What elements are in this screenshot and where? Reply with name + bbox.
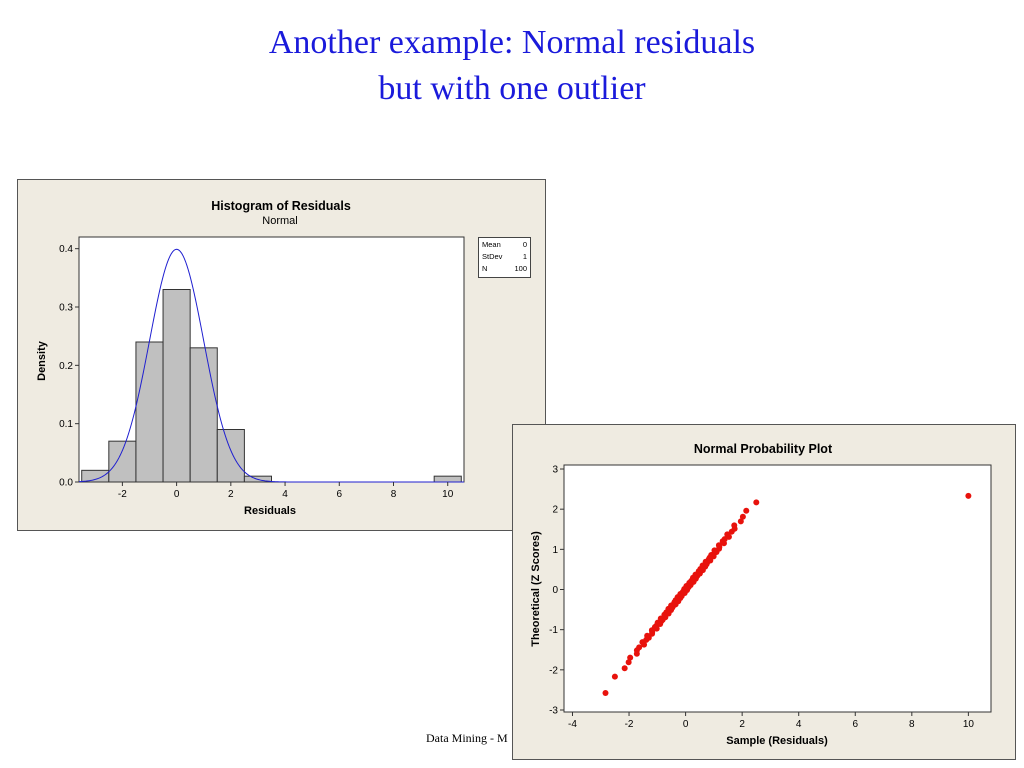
probability-point (627, 654, 634, 661)
probability-point (711, 547, 718, 554)
probability-point (625, 659, 632, 666)
probability-plot-panel: -4 -2 0 2 4 6 8 10 -3 -2 -1 0 1 2 3 Normal Probability … (512, 424, 1016, 760)
stats-value-n: 100 (514, 264, 527, 273)
probability-plot-chart: -4 -2 0 2 4 6 8 10 -3 -2 -1 0 1 2 3 Normal Probability … (530, 442, 992, 747)
probability-x-tick-label: 4 (796, 719, 802, 730)
histogram-y-axis-label: Density (36, 340, 48, 381)
probability-y-tick-label: 2 (552, 505, 558, 516)
stats-row-mean: Mean 0 (482, 239, 527, 251)
histogram-y-tick-label: 0.3 (59, 303, 73, 314)
probability-point (731, 522, 738, 529)
histogram-x-tick-label: 6 (337, 489, 343, 500)
slide-title: Another example: Normal residuals but wi… (0, 20, 1024, 112)
stats-label-mean: Mean (482, 240, 501, 249)
probability-point (743, 507, 750, 514)
probability-x-tick-label: -2 (625, 719, 634, 730)
stats-row-stdev: StDev 1 (482, 251, 527, 263)
histogram-bar-5 (216, 429, 245, 483)
probability-x-tick-label: 6 (852, 719, 858, 730)
histogram-x-tick-label: 2 (228, 489, 234, 500)
stats-legend-box: Mean 0 StDev 1 N 100 (478, 237, 531, 278)
probability-x-axis-label: Sample (Residuals) (726, 735, 828, 747)
probability-x-tick-label: 10 (963, 719, 975, 730)
histogram-panel: -2 0 2 4 6 8 10 0.0 0.1 0.2 0.3 0.4 Histogram of Res… (17, 179, 546, 531)
probability-y-tick-label: -2 (549, 665, 558, 676)
probability-y-tick-label: 0 (552, 585, 558, 596)
stats-label-n: N (482, 264, 488, 273)
probability-x-tick-label: -4 (568, 719, 577, 730)
probability-point (737, 518, 744, 525)
histogram-x-tick-label: 8 (391, 489, 397, 500)
probability-x-tick-label: 2 (739, 719, 745, 730)
probability-point (724, 531, 731, 538)
probability-y-axis-label: Theoretical (Z Scores) (530, 531, 542, 647)
stats-value-stdev: 1 (522, 252, 527, 261)
histogram-bar-1 (108, 440, 137, 483)
probability-plot-title: Normal Probability Plot (694, 442, 833, 456)
histogram-chart: -2 0 2 4 6 8 10 0.0 0.1 0.2 0.3 0.4 Histogram of Res… (36, 199, 465, 517)
normal-fit-curve (78, 248, 464, 483)
histogram-title: Histogram of Residuals (211, 199, 351, 213)
probability-point (611, 673, 618, 680)
histogram-y-tick-label: 0.1 (59, 419, 73, 430)
probability-x-tick-label: 8 (909, 719, 915, 730)
histogram-bar-7 (433, 475, 462, 483)
histogram-bar-4 (189, 347, 218, 483)
histogram-bar-2 (135, 341, 164, 483)
probability-plot-area (563, 464, 992, 713)
probability-point (644, 632, 651, 639)
probability-x-tick-label: 0 (683, 719, 689, 730)
histogram-bar-0 (81, 469, 110, 483)
probability-y-tick-label: -3 (549, 705, 558, 716)
slide-footer: Data Mining - M (426, 731, 508, 745)
probability-point (602, 689, 609, 696)
probability-point (753, 499, 760, 506)
stats-label-stdev: StDev (482, 252, 503, 261)
slide-title-line-2: but with one outlier (378, 70, 646, 107)
probability-y-tick-label: 1 (552, 545, 558, 556)
histogram-y-tick-label: 0.4 (59, 244, 73, 255)
histogram-bar-3 (162, 289, 191, 483)
histogram-subtitle: Normal (262, 215, 297, 227)
histogram-y-tick-label: 0.0 (59, 478, 73, 489)
stats-row-n: N 100 (482, 263, 527, 275)
histogram-x-axis-label: Residuals (244, 505, 296, 517)
probability-y-tick-label: -1 (549, 625, 558, 636)
probability-point (739, 513, 746, 520)
histogram-x-tick-label: 10 (442, 489, 454, 500)
histogram-x-tick-label: 0 (174, 489, 180, 500)
slide-title-line-1: Another example: Normal residuals (268, 24, 756, 61)
probability-y-tick-label: 3 (552, 465, 558, 476)
probability-point (715, 542, 722, 549)
probability-point (965, 492, 972, 499)
probability-point (636, 644, 643, 651)
histogram-x-tick-label: 4 (282, 489, 288, 500)
histogram-x-tick-label: -2 (118, 489, 127, 500)
probability-point (621, 665, 628, 672)
stats-value-mean: 0 (522, 240, 527, 249)
histogram-y-tick-label: 0.2 (59, 361, 73, 372)
